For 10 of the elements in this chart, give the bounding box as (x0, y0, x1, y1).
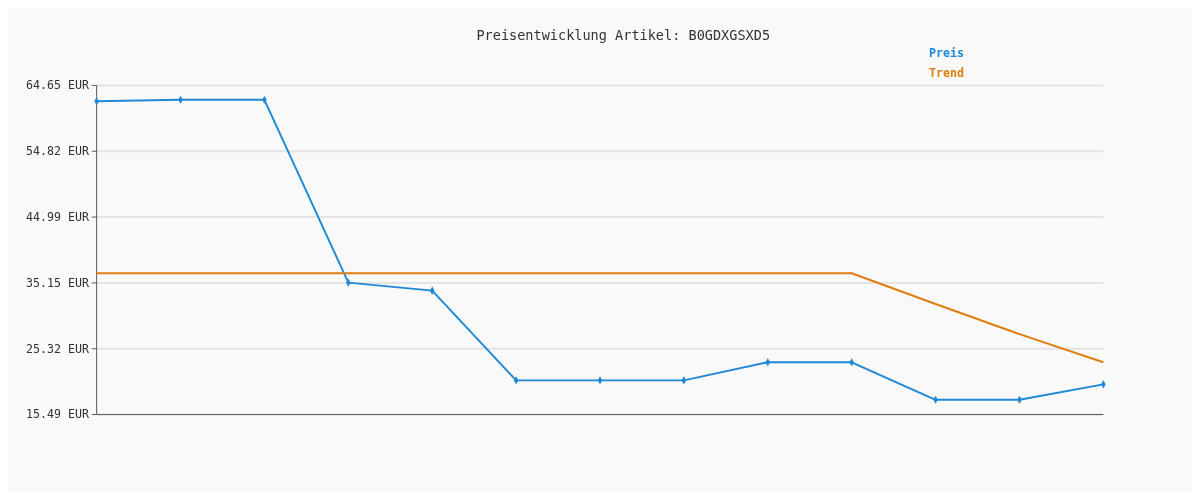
y-tick-label: 64.65 EUR (25, 78, 89, 93)
y-tick-label: 54.82 EUR (25, 144, 89, 159)
y-tick-label: 15.49 EUR (25, 407, 89, 422)
y-tick-label: 35.15 EUR (25, 275, 89, 290)
chart-title: Preisentwicklung Artikel: B0GDXGSXD5 (476, 26, 771, 43)
y-tick-label: 44.99 EUR (25, 209, 89, 224)
line-series (95, 272, 1105, 364)
y-tick-label: 25.32 EUR (25, 341, 89, 356)
text: Trend (929, 65, 965, 80)
text: Preis (929, 46, 965, 61)
